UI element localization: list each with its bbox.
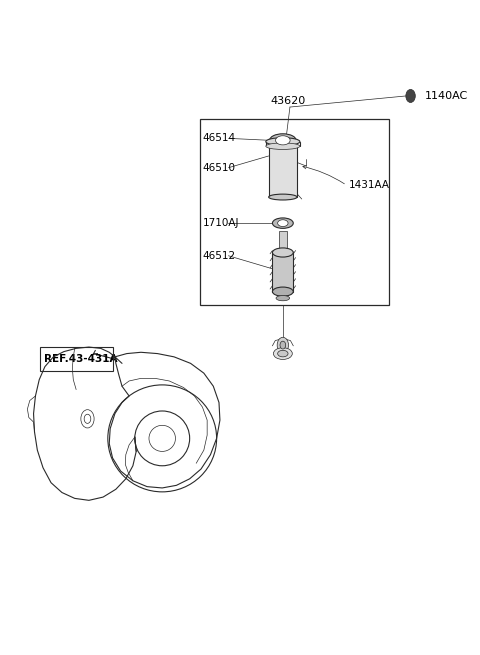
Text: 46510: 46510 [203,162,235,173]
Ellipse shape [273,287,293,296]
Text: 43620: 43620 [270,96,305,105]
Ellipse shape [270,134,296,147]
Ellipse shape [266,138,300,145]
Bar [279,290,286,298]
Bar [273,252,293,291]
Text: 1431AA: 1431AA [349,180,390,191]
Bar [40,347,113,371]
Text: 1710AJ: 1710AJ [203,218,239,228]
Text: 1140AC: 1140AC [425,91,468,101]
Text: REF.43-431A: REF.43-431A [44,354,118,364]
Circle shape [280,341,286,349]
Ellipse shape [273,218,293,229]
Bar [200,119,389,305]
Circle shape [406,90,415,102]
Ellipse shape [277,350,288,357]
Ellipse shape [269,194,297,200]
Ellipse shape [276,295,289,301]
Ellipse shape [274,348,292,360]
Text: 46512: 46512 [203,251,236,261]
Ellipse shape [273,248,293,257]
Text: 46514: 46514 [203,134,236,143]
Ellipse shape [266,143,300,149]
Circle shape [277,337,288,353]
Bar [269,146,297,197]
Ellipse shape [276,136,290,145]
Ellipse shape [277,220,288,227]
Bar [278,231,287,262]
